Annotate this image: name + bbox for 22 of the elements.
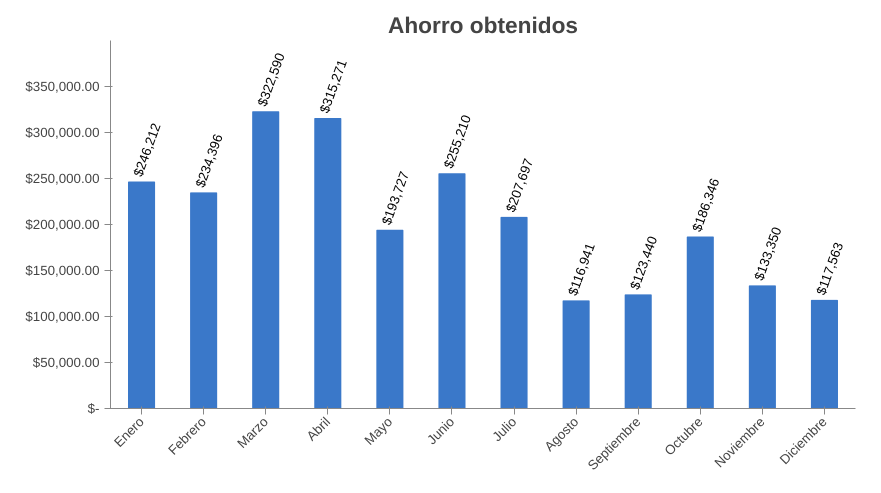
bar (500, 216, 528, 408)
y-tick-label: $150,000.00 (25, 263, 100, 278)
chart-title: Ahorro obtenidos (388, 12, 578, 38)
bar (314, 118, 342, 408)
bar (190, 192, 218, 408)
y-tick-label: $200,000.00 (25, 217, 100, 232)
bar (376, 230, 404, 408)
bar (128, 181, 156, 408)
y-tick-label: $250,000.00 (25, 171, 100, 186)
bar (438, 173, 466, 408)
bar (748, 285, 776, 408)
y-tick-label: $350,000.00 (25, 79, 100, 94)
bar (810, 300, 838, 408)
bar (686, 236, 714, 408)
y-tick-label: $- (88, 401, 100, 416)
bar (252, 111, 280, 408)
bar (624, 294, 652, 408)
y-tick-label: $300,000.00 (25, 125, 100, 140)
bar (562, 300, 590, 408)
y-tick-label: $50,000.00 (32, 355, 100, 370)
y-tick-label: $100,000.00 (25, 309, 100, 324)
x-tick-label: Julio (489, 414, 520, 444)
